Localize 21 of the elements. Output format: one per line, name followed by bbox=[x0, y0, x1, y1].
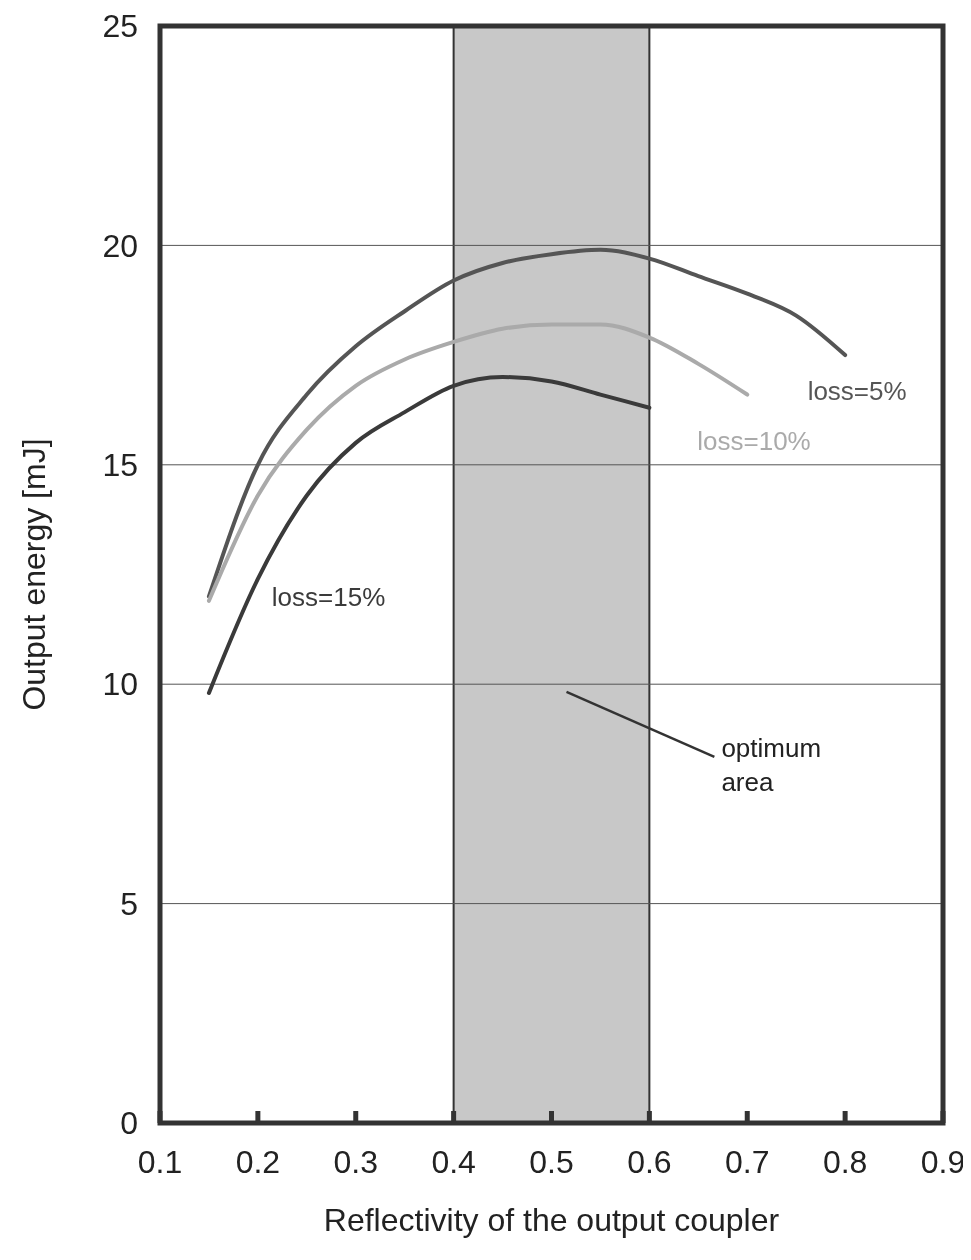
x-tick-label: 0.6 bbox=[627, 1144, 672, 1180]
x-tick-label: 0.1 bbox=[137, 1144, 183, 1180]
x-tick-label: 0.4 bbox=[431, 1144, 476, 1180]
series-label: loss=5% bbox=[807, 376, 907, 407]
x-tick-label: 0.9 bbox=[920, 1144, 966, 1180]
x-tick-label: 0.2 bbox=[235, 1144, 281, 1180]
x-tick-label: 0.5 bbox=[529, 1144, 574, 1180]
y-tick-label: 15 bbox=[102, 447, 138, 483]
y-tick-label: 0 bbox=[120, 1105, 138, 1142]
y-tick-label: 5 bbox=[120, 885, 138, 922]
x-tick-label: 0.8 bbox=[822, 1144, 868, 1180]
band-label: optimum area bbox=[721, 732, 822, 797]
x-tick-label: 0.3 bbox=[333, 1144, 378, 1180]
y-tick-label: 25 bbox=[102, 8, 138, 45]
series-label: loss=15% bbox=[271, 581, 386, 612]
series-label: loss=10% bbox=[697, 425, 811, 456]
x-tick-label: 0.7 bbox=[725, 1144, 770, 1180]
y-tick-label: 10 bbox=[102, 666, 138, 703]
y-axis-title: Output energy [mJ] bbox=[16, 438, 52, 711]
x-axis-title: Reflectivity of the output coupler bbox=[323, 1202, 780, 1238]
y-tick-label: 20 bbox=[102, 227, 138, 264]
